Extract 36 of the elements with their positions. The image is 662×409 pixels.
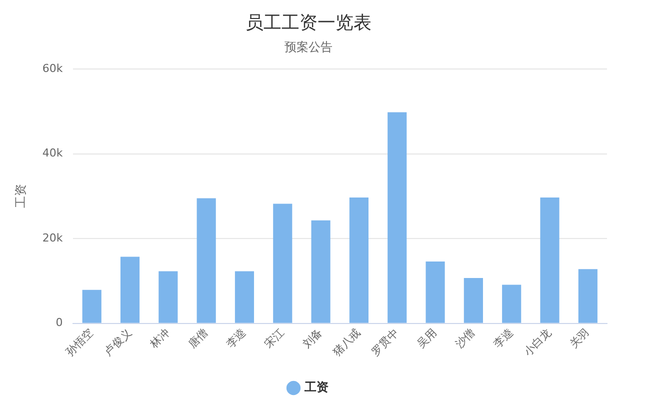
y-axis-title: 工资	[13, 184, 28, 208]
bar	[273, 204, 292, 323]
bar	[311, 220, 330, 323]
chart-title: 员工工资一览表	[246, 12, 372, 34]
bar	[464, 278, 483, 323]
x-tick-label: 吴用	[414, 326, 440, 351]
bar	[196, 198, 216, 323]
x-tick-label: 李逵	[490, 326, 516, 351]
bar	[388, 112, 407, 323]
x-tick-label: 宋江	[262, 326, 287, 351]
x-tick-label: 沙僧	[452, 326, 478, 351]
x-tick-label: 林冲	[146, 326, 172, 352]
x-tick-label: 李逵	[224, 326, 249, 351]
x-tick-label: 刘备	[300, 326, 325, 351]
x-tick-label: 孙悟空	[63, 326, 96, 358]
x-tick-label: 罗贯中	[368, 326, 402, 358]
bar	[234, 271, 254, 323]
y-tick-label: 0	[56, 316, 63, 330]
legend-label: 工资	[304, 380, 328, 394]
x-tick-label: 猪八戒	[330, 326, 364, 358]
y-tick-label: 40k	[42, 146, 64, 160]
bar	[578, 269, 598, 323]
bar	[540, 197, 560, 323]
bar	[82, 290, 102, 323]
x-tick-label: 卢俊义	[102, 326, 134, 358]
bar	[120, 256, 140, 323]
bar	[349, 197, 369, 323]
x-tick-label: 关羽	[567, 326, 592, 351]
bar	[158, 271, 178, 323]
bar	[502, 284, 522, 323]
x-tick-label: 小白龙	[521, 326, 554, 358]
bar	[426, 261, 445, 323]
y-tick-label: 60k	[42, 62, 64, 75]
y-tick-label: 20k	[42, 231, 64, 244]
x-tick-label: 唐僧	[186, 326, 210, 351]
chart-subtitle: 预案公告	[284, 40, 332, 54]
